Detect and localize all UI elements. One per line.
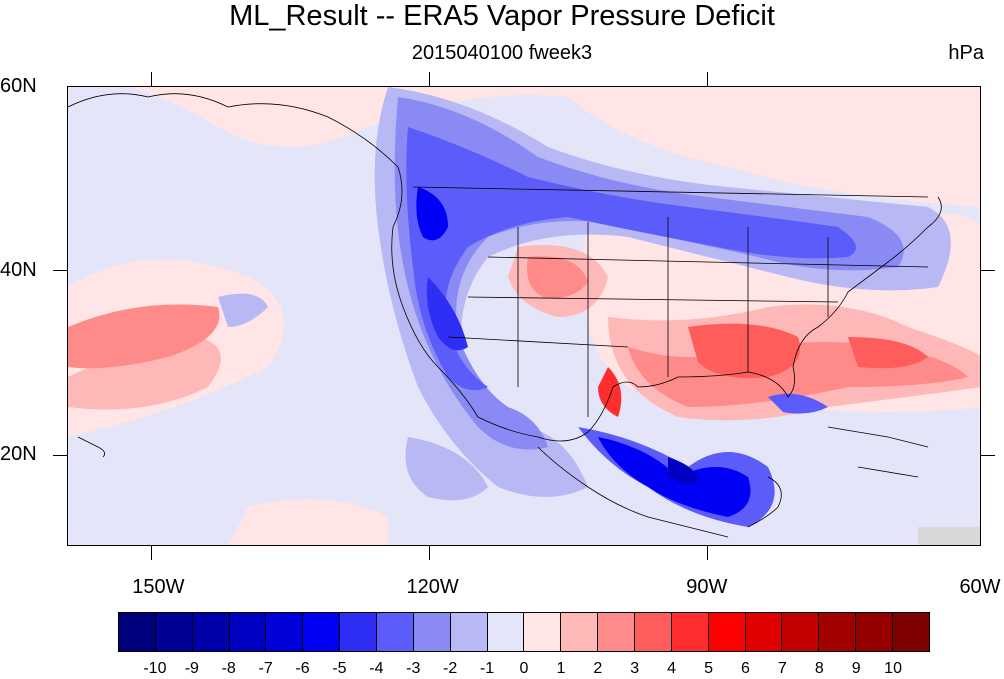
- field-region: [688, 323, 800, 378]
- colorbar-tick-label: -9: [184, 660, 199, 677]
- field-region: [426, 277, 468, 351]
- tick: [707, 72, 708, 86]
- colorbar-tick-label: -6: [295, 660, 310, 677]
- colorbar-swatch: [893, 613, 929, 651]
- field-region: [848, 337, 928, 369]
- tick: [151, 72, 152, 86]
- coastline: [857, 466, 919, 478]
- colorbar-swatch: [303, 613, 341, 651]
- map-subtitle: 2015040100 fweek3: [411, 42, 593, 64]
- lon-label-60w: 60W: [959, 576, 1001, 598]
- coastline: [537, 446, 729, 538]
- colorbar-tick-label: 2: [593, 660, 603, 677]
- colorbar-tick-label: -10: [143, 660, 167, 677]
- state-border: [447, 336, 629, 348]
- colorbar: [118, 612, 930, 652]
- tick: [53, 270, 67, 271]
- colorbar-swatch: [192, 613, 230, 651]
- coastline: [827, 426, 929, 448]
- colorbar-swatch: [671, 613, 709, 651]
- lon-label-90w: 90W: [686, 576, 728, 598]
- colorbar-tick-label: 7: [777, 660, 787, 677]
- colorbar-tick-label: 0: [519, 660, 529, 677]
- colorbar-swatch: [598, 613, 636, 651]
- colorbar-tick-label: 4: [667, 660, 677, 677]
- field-region: [668, 457, 698, 484]
- state-border: [467, 296, 839, 303]
- colorbar-tick-label: -5: [332, 660, 347, 677]
- state-border: [487, 256, 929, 268]
- map-panel: [67, 86, 981, 546]
- field-region: [527, 256, 588, 298]
- lon-label-120w: 120W: [406, 576, 459, 598]
- tick: [151, 546, 152, 560]
- colorbar-swatch: [708, 613, 746, 651]
- colorbar-tick-label: -7: [258, 660, 273, 677]
- colorbar-tick-label: 8: [814, 660, 824, 677]
- colorbar-tick-label: -8: [221, 660, 236, 677]
- colorbar-swatch: [340, 613, 378, 651]
- colorbar-tick-label: 10: [884, 660, 902, 677]
- colorbar-tick-label: 3: [630, 660, 640, 677]
- colorbar-swatch: [745, 613, 783, 651]
- lat-label-40n: 40N: [0, 259, 37, 281]
- coastline: [77, 436, 106, 458]
- tick: [981, 270, 995, 271]
- colorbar-swatch: [561, 613, 599, 651]
- field-region: [406, 127, 856, 391]
- field-region: [405, 437, 488, 501]
- lon-label-150w: 150W: [132, 576, 185, 598]
- tick: [429, 72, 430, 86]
- colorbar-swatch: [229, 613, 267, 651]
- colorbar-tick-label: 5: [704, 660, 713, 677]
- field-region: [218, 293, 268, 327]
- colorbar-swatch: [119, 613, 156, 651]
- coastline: [68, 93, 942, 442]
- colorbar-swatch: [856, 613, 894, 651]
- coastline-group: [68, 93, 942, 538]
- colorbar-tick-label: 1: [556, 660, 566, 677]
- units-label: hPa: [948, 42, 984, 64]
- field-region: [229, 499, 388, 545]
- field-region: [68, 304, 220, 369]
- colorbar-swatch: [782, 613, 820, 651]
- field-region: [598, 367, 622, 417]
- colorbar-swatch: [266, 613, 304, 651]
- colorbar-swatch: [635, 613, 672, 651]
- missing-data-area: [918, 527, 980, 545]
- colorbar-swatch: [819, 613, 857, 651]
- coastline: [747, 476, 782, 528]
- colorbar-tick-label: -1: [479, 660, 495, 677]
- colorbar-tick-label: 9: [851, 660, 861, 677]
- colorbar-swatch: [155, 613, 193, 651]
- field-region: [128, 87, 980, 207]
- field-region: [768, 393, 828, 414]
- tick: [429, 546, 430, 560]
- map-title: ML_Result -- ERA5 Vapor Pressure Deficit: [229, 0, 775, 32]
- colorbar-swatch: [524, 613, 562, 651]
- colorbar-swatch: [450, 613, 488, 651]
- colorbar-swatch: [377, 613, 414, 651]
- tick: [53, 455, 67, 456]
- field-region: [416, 187, 448, 241]
- colorbar-tick-label: -3: [406, 660, 421, 677]
- tick: [707, 546, 708, 560]
- colorbar-tick-label: 6: [741, 660, 750, 677]
- colorbar-swatch: [413, 613, 451, 651]
- tick: [981, 455, 995, 456]
- field-region: [68, 337, 221, 410]
- colorbar-tick-label: -4: [369, 660, 384, 677]
- vpd-field: [68, 87, 980, 545]
- lat-label-20n: 20N: [0, 443, 37, 465]
- colorbar-swatch: [487, 613, 525, 651]
- lat-label-60n: 60N: [0, 75, 37, 97]
- colorbar-tick-label: -2: [443, 660, 458, 677]
- state-border: [412, 186, 929, 198]
